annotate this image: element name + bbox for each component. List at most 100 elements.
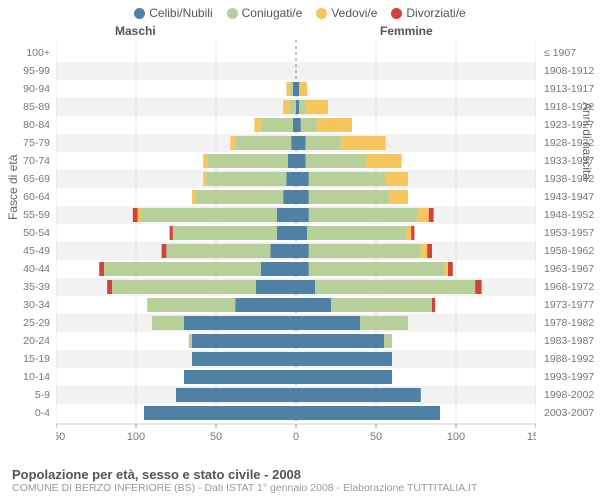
bar-female-con xyxy=(306,136,341,150)
bar-male-cel xyxy=(293,82,296,96)
birth-year-label: 1913-1917 xyxy=(544,84,594,95)
bar-female-cel xyxy=(296,190,309,204)
bar-female-cel xyxy=(296,406,440,420)
age-group-label: 0-4 xyxy=(35,408,50,419)
bar-male-con xyxy=(147,298,235,312)
legend-label: Coniugati/e xyxy=(242,6,303,20)
bar-male-div xyxy=(133,208,138,222)
bar-female-ved xyxy=(341,136,386,150)
birth-year-label: 1983-1987 xyxy=(544,336,594,347)
x-tick-label: 50 xyxy=(210,431,222,443)
legend-item: Celibi/Nubili xyxy=(134,6,212,20)
bar-male-cel xyxy=(277,226,296,240)
bar-male-cel xyxy=(192,334,296,348)
y-axis-age-labels: 100+95-9990-9485-8980-8475-7970-7465-696… xyxy=(0,40,54,440)
bar-female-cel xyxy=(296,298,331,312)
bar-male-div xyxy=(162,244,167,258)
bar-female-ved xyxy=(366,154,401,168)
age-group-label: 35-39 xyxy=(23,282,50,293)
birth-year-label: 1993-1997 xyxy=(544,372,594,383)
bar-male-ved xyxy=(230,136,235,150)
y-axis-birthyear-labels: ≤ 19071908-19121913-19171918-19221923-19… xyxy=(540,40,600,440)
bar-female-ved xyxy=(418,208,429,222)
bar-female-con xyxy=(306,154,367,168)
bar-female-cel xyxy=(296,352,392,366)
bar-male-cel xyxy=(286,172,296,186)
birth-year-label: 1953-1957 xyxy=(544,228,594,239)
birth-year-label: 1958-1962 xyxy=(544,246,594,257)
age-group-label: 100+ xyxy=(26,48,50,59)
bar-male-con xyxy=(206,172,286,186)
birth-year-label: 1923-1927 xyxy=(544,120,594,131)
bar-female-cel xyxy=(296,244,309,258)
bar-female-con xyxy=(309,244,421,258)
bar-female-cel xyxy=(296,370,392,384)
bar-male-cel xyxy=(293,118,296,132)
bar-female-cel xyxy=(296,226,307,240)
age-group-label: 20-24 xyxy=(23,336,50,347)
bar-male-ved xyxy=(286,82,289,96)
bar-female-con xyxy=(309,190,389,204)
bar-female-cel xyxy=(296,172,309,186)
bar-female-div xyxy=(432,298,435,312)
bar-female-con xyxy=(309,172,386,186)
bar-female-ved xyxy=(445,262,448,276)
bar-male-div xyxy=(99,262,104,276)
age-group-label: 30-34 xyxy=(23,300,50,311)
bar-male-con xyxy=(195,190,283,204)
bar-male-con xyxy=(104,262,261,276)
bar-female-cel xyxy=(296,136,306,150)
age-group-label: 70-74 xyxy=(23,156,50,167)
bar-female-con xyxy=(360,316,408,330)
age-group-label: 45-49 xyxy=(23,246,50,257)
bar-male-cel xyxy=(256,280,296,294)
bar-female-con xyxy=(301,118,317,132)
bar-male-ved xyxy=(254,118,260,132)
bar-female-cel xyxy=(296,154,306,168)
legend-item: Vedovi/e xyxy=(316,6,377,20)
bar-female-cel xyxy=(296,82,299,96)
bar-female-ved xyxy=(386,172,408,186)
x-tick-label: 150 xyxy=(527,431,536,443)
age-group-label: 90-94 xyxy=(23,84,50,95)
x-tick-label: 50 xyxy=(370,431,382,443)
age-group-label: 5-9 xyxy=(35,390,50,401)
bar-male-div xyxy=(107,280,112,294)
birth-year-label: 1988-1992 xyxy=(544,354,594,365)
population-pyramid-chart: Celibi/NubiliConiugati/eVedovi/eDivorzia… xyxy=(0,0,600,500)
bar-female-div xyxy=(448,262,453,276)
bar-male-ved xyxy=(203,172,206,186)
legend-label: Celibi/Nubili xyxy=(149,6,212,20)
bar-male-con xyxy=(208,154,288,168)
x-tick-label: 100 xyxy=(127,431,145,443)
bar-male-cel xyxy=(261,262,296,276)
chart-subtitle: COMUNE DI BERZO INFERIORE (BS) - Dati IS… xyxy=(12,482,477,494)
birth-year-label: 1978-1982 xyxy=(544,318,594,329)
legend-swatch xyxy=(391,8,402,19)
bar-male-cel xyxy=(277,208,296,222)
bar-female-cel xyxy=(296,280,315,294)
bar-male-cel xyxy=(144,406,296,420)
legend-swatch xyxy=(134,8,145,19)
birth-year-label: 1963-1967 xyxy=(544,264,594,275)
age-group-label: 50-54 xyxy=(23,228,50,239)
bar-male-con xyxy=(261,118,293,132)
bar-male-con xyxy=(189,334,192,348)
bar-male-cel xyxy=(235,298,296,312)
bar-female-ved xyxy=(299,82,307,96)
age-group-label: 95-99 xyxy=(23,66,50,77)
birth-year-label: 1973-1977 xyxy=(544,300,594,311)
chart-title: Popolazione per età, sesso e stato civil… xyxy=(12,467,477,482)
age-group-label: 10-14 xyxy=(23,372,50,383)
legend-swatch xyxy=(227,8,238,19)
bar-male-con xyxy=(166,244,270,258)
x-tick-label: 0 xyxy=(293,431,299,443)
birth-year-label: 1908-1912 xyxy=(544,66,594,77)
pyramid-svg: 15010050050100150 xyxy=(56,40,536,450)
bar-female-cel xyxy=(296,334,384,348)
age-group-label: 85-89 xyxy=(23,102,50,113)
bar-male-cel xyxy=(288,154,296,168)
bar-male-cel xyxy=(192,352,296,366)
age-group-label: 55-59 xyxy=(23,210,50,221)
bar-female-con xyxy=(309,262,445,276)
